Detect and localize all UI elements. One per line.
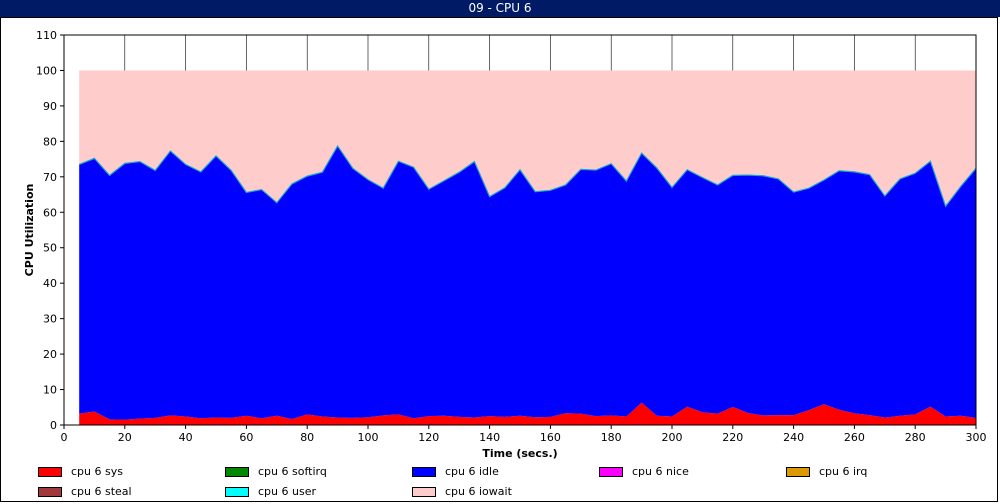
y-tick-label: 60: [43, 206, 57, 219]
x-tick-label: 180: [601, 431, 622, 444]
series-area-cpu-6-sys: [79, 402, 976, 425]
chart-frame: [0, 17, 998, 502]
legend-label: cpu 6 softirq: [258, 465, 327, 478]
legend-label: cpu 6 steal: [71, 485, 132, 498]
series-boundary-line: [78, 144, 977, 208]
x-tick-label: 260: [844, 431, 865, 444]
y-tick-label: 30: [43, 313, 57, 326]
y-tick-label: 110: [36, 29, 57, 42]
y-tick-label: 20: [43, 348, 57, 361]
x-tick-label: 220: [722, 431, 743, 444]
y-tick-label: 0: [50, 419, 57, 432]
series-area-cpu-6-iowait: [79, 70, 976, 207]
legend-swatch: [412, 487, 436, 497]
legend-label: cpu 6 idle: [445, 465, 499, 478]
plot-border: [63, 34, 977, 426]
x-tick-label: 140: [479, 431, 500, 444]
legend-swatch: [225, 467, 249, 477]
legend-swatch: [412, 467, 436, 477]
legend-swatch: [38, 467, 62, 477]
legend-label: cpu 6 nice: [632, 465, 689, 478]
chart-legend: cpu 6 sys cpu 6 softirq cpu 6 idle cpu 6 ni…: [0, 462, 1000, 504]
x-tick-label: 0: [61, 431, 68, 444]
legend-label: cpu 6 sys: [71, 465, 123, 478]
series-area-cpu-6-idle: [79, 145, 976, 420]
y-tick-label: 100: [36, 64, 57, 77]
x-tick-label: 40: [179, 431, 193, 444]
y-tick-label: 40: [43, 277, 57, 290]
legend-swatch: [38, 487, 62, 497]
x-tick-label: 120: [418, 431, 439, 444]
legend-label: cpu 6 irq: [819, 465, 868, 478]
x-tick-label: 200: [662, 431, 683, 444]
x-tick-label: 80: [300, 431, 314, 444]
x-tick-label: 300: [966, 431, 987, 444]
legend-label: cpu 6 iowait: [445, 485, 512, 498]
x-tick-label: 60: [239, 431, 253, 444]
x-axis-label: Time (secs.): [482, 447, 557, 460]
x-tick-label: 160: [540, 431, 561, 444]
x-tick-label: 280: [905, 431, 926, 444]
legend-label: cpu 6 user: [258, 485, 316, 498]
x-tick-label: 20: [118, 431, 132, 444]
x-tick-label: 240: [783, 431, 804, 444]
y-tick-label: 50: [43, 242, 57, 255]
legend-swatch: [225, 487, 249, 497]
chart-title: 09 - CPU 6: [468, 1, 532, 15]
x-tick-label: 100: [358, 431, 379, 444]
y-tick-label: 10: [43, 384, 57, 397]
legend-swatch: [599, 467, 623, 477]
y-tick-label: 70: [43, 171, 57, 184]
chart-title-bar: 09 - CPU 6: [0, 0, 1000, 17]
y-tick-label: 90: [43, 100, 57, 113]
legend-swatch: [786, 467, 810, 477]
y-tick-label: 80: [43, 135, 57, 148]
y-axis-label: CPU Utilization: [23, 184, 36, 277]
